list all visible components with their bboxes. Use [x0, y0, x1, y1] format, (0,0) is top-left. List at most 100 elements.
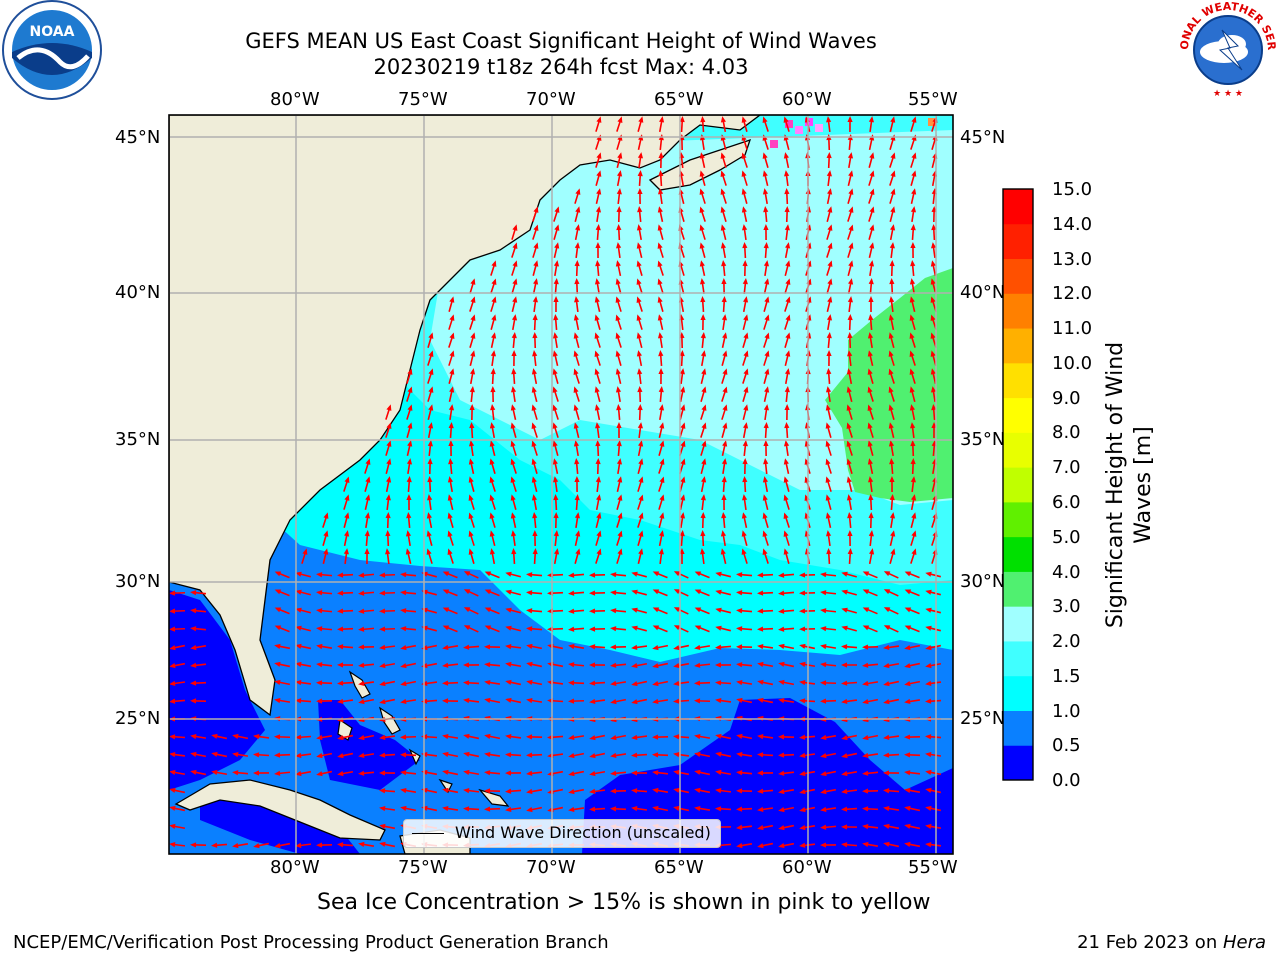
- colorbar-swatch: [1003, 328, 1033, 364]
- wave-arrow-head: [890, 548, 896, 555]
- wave-arrow-head: [505, 770, 512, 776]
- wave-arrow-head: [589, 698, 596, 704]
- wave-arrow-head: [757, 788, 764, 794]
- map-title: GEFS MEAN US East Coast Significant Heig…: [245, 29, 877, 53]
- wave-arrow-head: [594, 386, 600, 393]
- wave-arrow-head: [316, 771, 323, 777]
- wave-arrow-head: [784, 422, 790, 429]
- wave-arrow-head: [442, 607, 450, 613]
- wave-arrow-head: [847, 548, 853, 555]
- wave-arrow-head: [825, 512, 831, 519]
- wave-arrow-head: [274, 661, 281, 667]
- wave-arrow-head: [867, 458, 873, 465]
- wave-arrow-head: [743, 314, 749, 321]
- wave-arrow-head: [679, 368, 685, 375]
- wave-arrow-head: [911, 494, 917, 501]
- wave-arrow-head: [526, 572, 533, 578]
- wave-arrow-head: [694, 769, 701, 775]
- wave-arrow-head: [615, 332, 621, 339]
- wave-arrow-head: [568, 698, 575, 704]
- wave-arrow-head: [715, 607, 722, 613]
- wave-arrow-head: [589, 806, 596, 812]
- wave-arrow-head: [931, 224, 937, 231]
- wave-arrow-head: [427, 494, 433, 501]
- wave-arrow-head: [841, 788, 848, 794]
- wave-arrow-head: [720, 116, 726, 123]
- wave-arrow-head: [531, 494, 538, 501]
- wave-arrow-head: [484, 697, 491, 703]
- wave-arrow-head: [379, 572, 386, 578]
- wave-arrow-head: [358, 590, 365, 596]
- wave-arrow-head: [820, 626, 827, 632]
- wave-arrow-head: [637, 368, 643, 375]
- wave-arrow-head: [596, 494, 602, 501]
- wave-arrow-head: [595, 476, 601, 483]
- wave-arrow-head: [658, 116, 665, 123]
- wave-arrow-head: [344, 476, 350, 483]
- wave-arrow-head: [820, 572, 827, 578]
- wave-arrow-head: [720, 224, 726, 231]
- wave-arrow-head: [657, 278, 663, 285]
- wave-arrow-head: [785, 278, 791, 285]
- wave-arrow-head: [638, 494, 644, 501]
- wave-arrow-head: [574, 260, 580, 267]
- wave-arrow-head: [468, 530, 474, 537]
- wave-arrow-head: [762, 188, 769, 195]
- wave-arrow-head: [553, 278, 559, 285]
- wave-arrow-head: [862, 806, 869, 812]
- wave-arrow-head: [657, 332, 664, 339]
- wave-arrow-head: [552, 458, 558, 465]
- wave-arrow-head: [652, 805, 659, 811]
- wave-arrow-head: [589, 644, 596, 650]
- wave-arrow-head: [553, 296, 559, 303]
- wave-arrow-head: [889, 296, 895, 303]
- footer-date: 21 Feb 2023 on Hera: [1077, 932, 1266, 953]
- wave-arrow-head: [778, 661, 785, 667]
- wave-arrow-head: [673, 752, 680, 758]
- wave-arrow-head: [868, 314, 874, 321]
- wave-arrow-head: [610, 735, 617, 741]
- wave-arrow-head: [358, 699, 365, 705]
- wave-arrow-head: [862, 752, 869, 759]
- wave-arrow-head: [379, 823, 386, 829]
- wave-arrow-head: [169, 769, 176, 776]
- wave-arrow-head: [631, 589, 638, 595]
- wave-arrow-head: [631, 625, 638, 631]
- wave-arrow-head: [736, 751, 743, 758]
- wave-arrow-head: [867, 422, 873, 429]
- wave-arrow-head: [407, 440, 413, 447]
- wave-arrow-head: [526, 734, 533, 740]
- wave-arrow-head: [594, 368, 600, 375]
- wave-arrow-head: [826, 116, 832, 123]
- wave-arrow-head: [469, 386, 475, 393]
- lon-label-bottom: 80°W: [270, 857, 320, 878]
- wave-arrow-head: [910, 476, 916, 483]
- wave-arrow-head: [827, 224, 833, 231]
- wave-arrow-head: [386, 440, 392, 447]
- wave-arrow-head: [825, 404, 831, 411]
- wave-arrow-head: [295, 589, 302, 595]
- wave-arrow-head: [679, 512, 686, 519]
- wave-arrow-head: [447, 494, 453, 501]
- wave-arrow-head: [638, 116, 644, 123]
- wave-arrow-head: [720, 548, 726, 555]
- wave-arrow-head: [274, 752, 281, 758]
- lon-label-bottom: 65°W: [654, 857, 704, 878]
- wave-arrow-head: [652, 645, 659, 651]
- wave-arrow-head: [720, 170, 726, 177]
- wave-arrow-head: [337, 626, 344, 632]
- wave-arrow-head: [888, 404, 894, 411]
- wave-arrow-head: [762, 494, 768, 501]
- wave-arrow-head: [253, 770, 260, 776]
- wave-arrow-head: [379, 662, 386, 669]
- wave-arrow-head: [274, 734, 281, 740]
- wave-arrow-head: [764, 314, 770, 321]
- wave-arrow-head: [930, 278, 936, 285]
- wave-arrow-head: [736, 626, 743, 632]
- wave-arrow-head: [757, 770, 764, 776]
- wave-arrow-head: [631, 699, 638, 705]
- wave-arrow-head: [190, 680, 197, 686]
- wave-arrow-head: [673, 680, 680, 686]
- wave-arrow-head: [799, 807, 806, 813]
- wave-arrow-head: [694, 607, 702, 613]
